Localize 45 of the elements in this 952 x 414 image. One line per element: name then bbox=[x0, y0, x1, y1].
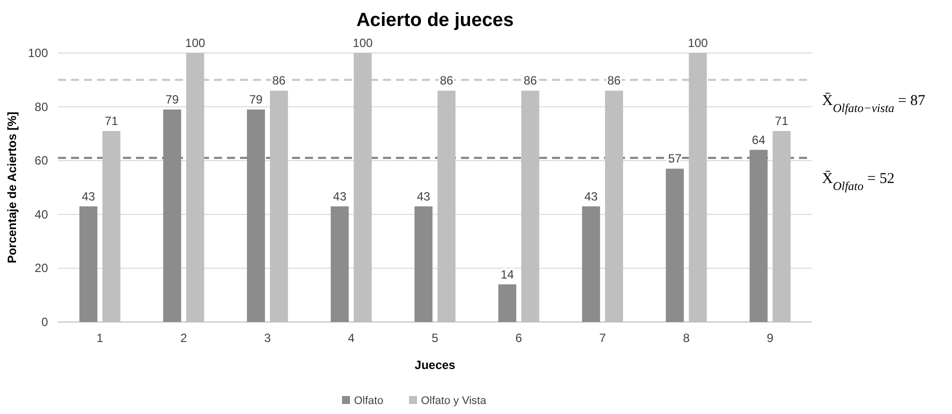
x-tick-label: 4 bbox=[348, 331, 355, 345]
x-tick-label: 8 bbox=[682, 331, 690, 345]
data-label: 100 bbox=[688, 36, 708, 50]
bar bbox=[582, 206, 600, 322]
data-label: 71 bbox=[774, 114, 789, 128]
bar bbox=[498, 284, 516, 322]
data-label: 14 bbox=[500, 267, 514, 282]
text: X̄$_{Olfato−vista}$ = 87 bbox=[822, 92, 926, 115]
bar bbox=[414, 206, 432, 322]
y-tick-label: 80 bbox=[34, 100, 48, 114]
data-label: 86 bbox=[440, 74, 454, 88]
y-axis-title: Porcentaje de Aciertos [%] bbox=[5, 112, 19, 264]
x-tick-label: 2 bbox=[180, 331, 188, 345]
x-tick-label: 3 bbox=[264, 331, 272, 345]
data-label: 43 bbox=[416, 189, 430, 204]
data-label: 43 bbox=[82, 189, 96, 204]
x-tick-label: 5 bbox=[432, 331, 439, 345]
y-tick-label: 40 bbox=[34, 207, 48, 222]
bar bbox=[330, 206, 349, 322]
data-label: 43 bbox=[333, 189, 347, 204]
y-tick-label: 100 bbox=[28, 46, 48, 60]
legend-label: Olfato y Vista bbox=[421, 395, 488, 407]
data-label: 100 bbox=[185, 36, 206, 50]
chart-title: Acierto de jueces bbox=[356, 10, 514, 31]
data-label: 86 bbox=[272, 74, 286, 88]
data-label: 43 bbox=[584, 189, 598, 204]
y-tick-label: 60 bbox=[34, 154, 48, 168]
bar bbox=[666, 168, 684, 322]
legend-label: Olfato bbox=[354, 395, 384, 407]
y-tick-label: 20 bbox=[34, 261, 48, 276]
data-label: 64 bbox=[752, 132, 766, 147]
x-tick-label: 6 bbox=[515, 331, 522, 345]
data-label: 86 bbox=[524, 74, 538, 88]
bar bbox=[79, 206, 98, 322]
y-tick-label: 0 bbox=[41, 315, 48, 329]
data-label: 100 bbox=[352, 36, 374, 50]
data-label: 71 bbox=[104, 114, 118, 128]
data-label: 79 bbox=[165, 92, 180, 106]
x-tick-label: 9 bbox=[766, 331, 774, 345]
x-tick-label: 7 bbox=[599, 331, 606, 345]
text: X̄$_{Olfato}$ = 52 bbox=[822, 170, 894, 193]
x-axis-title: Jueces bbox=[414, 358, 456, 372]
x-tick-label: 1 bbox=[96, 331, 104, 345]
data-label: 86 bbox=[607, 74, 622, 88]
data-label: 79 bbox=[249, 92, 263, 106]
